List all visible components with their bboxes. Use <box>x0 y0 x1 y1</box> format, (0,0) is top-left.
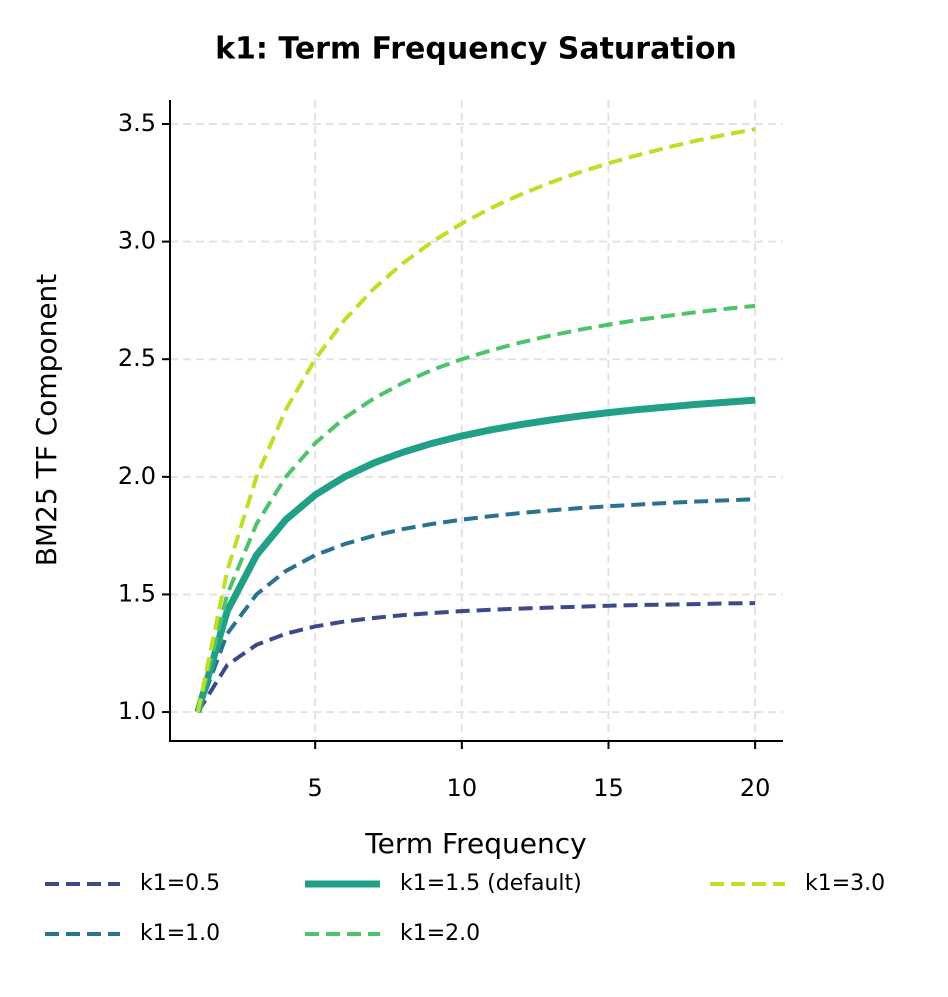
y-tick-label: 3.0 <box>118 227 156 255</box>
y-tick-label: 3.5 <box>118 109 156 137</box>
y-tick-label: 2.0 <box>118 462 156 490</box>
line <box>196 601 756 714</box>
x-tick-label: 5 <box>308 774 323 802</box>
y-tick-label: 1.5 <box>118 579 156 607</box>
legend-label: k1=1.5 (default) <box>400 871 582 896</box>
chart-title: k1: Term Frequency Saturation <box>215 32 737 67</box>
legend-label: k1=0.5 <box>140 871 220 896</box>
y-tick-label: 1.0 <box>118 697 156 725</box>
x-axis-label: Term Frequency <box>364 827 586 860</box>
y-tick-label: 2.5 <box>118 344 156 372</box>
legend-label: k1=2.0 <box>400 921 480 946</box>
line <box>195 127 756 713</box>
y-axis-label: BM25 TF Component <box>30 274 63 567</box>
legend-label: k1=3.0 <box>805 871 885 896</box>
legend-label: k1=1.0 <box>140 921 220 946</box>
line <box>194 396 756 714</box>
line <box>195 497 756 713</box>
line <box>195 303 756 713</box>
x-tick-label: 20 <box>740 774 771 802</box>
x-tick-label: 10 <box>447 774 478 802</box>
x-tick-label: 15 <box>593 774 624 802</box>
